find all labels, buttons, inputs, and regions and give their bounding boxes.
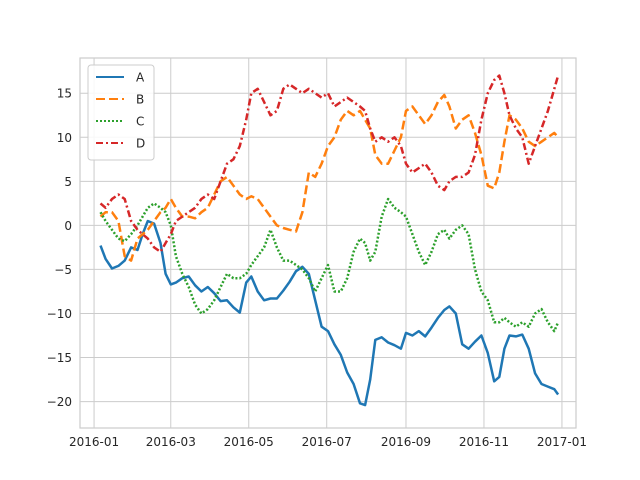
axis-frame: [79, 57, 577, 429]
y-tick-label: 5: [64, 175, 72, 189]
series-line-a: [99, 219, 560, 407]
y-tick-label: −5: [54, 263, 72, 277]
tick-labels: 2016-01 2016-03 2016-05 2016-07 2016-09 2016-…: [47, 87, 587, 449]
x-tick-label: 2016-01: [69, 435, 119, 449]
x-tick-label: 2016-05: [224, 435, 274, 449]
x-tick-label: 2017-01: [537, 435, 587, 449]
legend-label-c: C: [136, 115, 144, 129]
x-tick-label: 2016-09: [381, 435, 431, 449]
x-tick-label: 2016-11: [459, 435, 509, 449]
series-line-b: [99, 93, 560, 262]
legend-label-d: D: [136, 137, 145, 151]
x-tick-label: 2016-07: [302, 435, 352, 449]
y-tick-label: −20: [47, 395, 72, 409]
y-tick-label: 0: [64, 219, 72, 233]
plot-area: [80, 58, 576, 428]
y-tick-label: −15: [47, 351, 72, 365]
legend-box: [87, 64, 155, 161]
y-tick-label: 15: [57, 87, 72, 101]
series-line-d: [99, 74, 560, 254]
series-layer: [99, 74, 560, 407]
legend-label-a: A: [136, 71, 145, 85]
axes-frame: [79, 57, 577, 429]
legend-label-b: B: [136, 93, 144, 107]
x-tick-label: 2016-03: [146, 435, 196, 449]
y-tick-label: 10: [57, 131, 72, 145]
y-tick-label: −10: [47, 307, 72, 321]
